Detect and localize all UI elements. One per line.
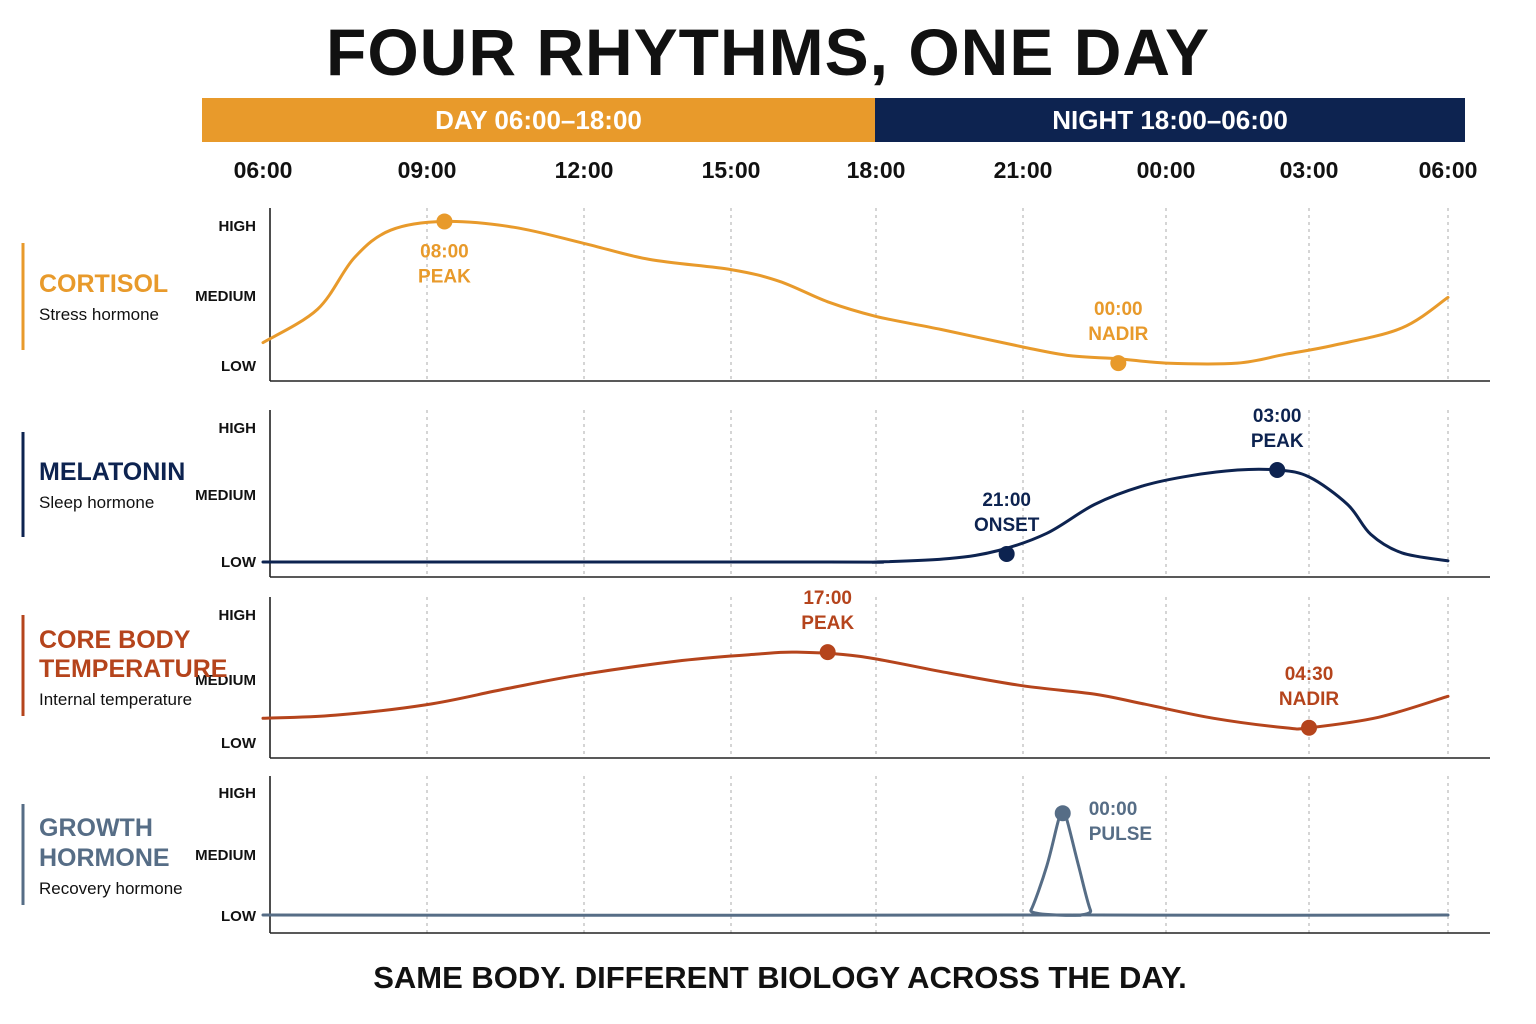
marker-time-label: 17:00 — [803, 588, 852, 609]
data-point-marker — [1269, 462, 1286, 478]
night-band: NIGHT 18:00–06:00 — [875, 98, 1465, 142]
page-title: FOUR RHYTHMS, ONE DAY — [326, 15, 1210, 89]
marker-time-label: 00:00 — [1089, 799, 1138, 820]
marker-event-label: ONSET — [974, 515, 1040, 536]
series-subtitle: Stress hormone — [39, 305, 159, 324]
day-band-label: DAY 06:00–18:00 — [435, 104, 642, 135]
y-level-label: HIGH — [219, 607, 257, 624]
y-level-label: LOW — [221, 735, 257, 752]
x-tick-label: 18:00 — [847, 157, 906, 183]
marker-time-label: 00:00 — [1094, 299, 1143, 320]
marker-time-label: 03:00 — [1253, 406, 1302, 427]
series-line — [261, 811, 1450, 917]
y-level-label: LOW — [221, 908, 257, 925]
marker-time-label: 04:30 — [1285, 664, 1334, 685]
data-point-marker — [1110, 355, 1127, 372]
series-line — [261, 219, 1450, 366]
footer-caption: SAME BODY. DIFFERENT BIOLOGY ACROSS THE … — [373, 960, 1187, 995]
data-point-marker — [998, 545, 1015, 562]
y-level-label: HIGH — [219, 420, 257, 437]
series-subtitle: Internal temperature — [39, 690, 192, 709]
marker-event-label: NADIR — [1279, 689, 1339, 710]
marker-event-label: NADIR — [1088, 324, 1148, 345]
y-level-label: HIGH — [219, 218, 257, 235]
series-subtitle: Recovery hormone — [39, 879, 183, 898]
night-band-label: NIGHT 18:00–06:00 — [1052, 104, 1288, 135]
x-tick-label: 03:00 — [1280, 157, 1339, 183]
marker-time-label: 08:00 — [420, 241, 469, 262]
x-tick-label: 15:00 — [702, 157, 761, 183]
data-point-marker — [1054, 805, 1071, 822]
series-line — [261, 467, 1450, 564]
y-level-label: LOW — [221, 358, 257, 375]
x-tick-label: 12:00 — [555, 157, 614, 183]
series-name: MELATONIN — [39, 458, 185, 486]
data-point-marker — [436, 213, 453, 230]
y-level-label: MEDIUM — [195, 672, 256, 689]
series-name: GROWTH HORMONE — [39, 814, 170, 872]
marker-event-label: PEAK — [801, 613, 854, 634]
data-point-marker — [819, 644, 836, 661]
marker-event-label: PEAK — [1251, 431, 1304, 452]
y-level-label: HIGH — [219, 785, 257, 802]
y-level-label: MEDIUM — [195, 487, 256, 504]
x-tick-label: 00:00 — [1137, 157, 1196, 183]
series-name: CORTISOL — [39, 270, 168, 298]
marker-event-label: PULSE — [1089, 824, 1152, 845]
y-level-label: MEDIUM — [195, 847, 256, 864]
x-tick-label: 06:00 — [1419, 157, 1478, 183]
data-point-marker — [1301, 719, 1317, 736]
series-subtitle: Sleep hormone — [39, 493, 154, 512]
series-name: CORE BODY TEMPERATURE — [39, 626, 227, 683]
x-tick-label: 09:00 — [398, 157, 457, 183]
day-band: DAY 06:00–18:00 — [202, 98, 875, 142]
y-level-label: LOW — [221, 554, 257, 571]
y-level-label: MEDIUM — [195, 288, 256, 305]
marker-time-label: 21:00 — [982, 490, 1031, 511]
marker-event-label: PEAK — [418, 266, 471, 287]
x-tick-label: 06:00 — [234, 157, 293, 183]
x-tick-label: 21:00 — [994, 157, 1053, 183]
series-line — [261, 650, 1450, 731]
